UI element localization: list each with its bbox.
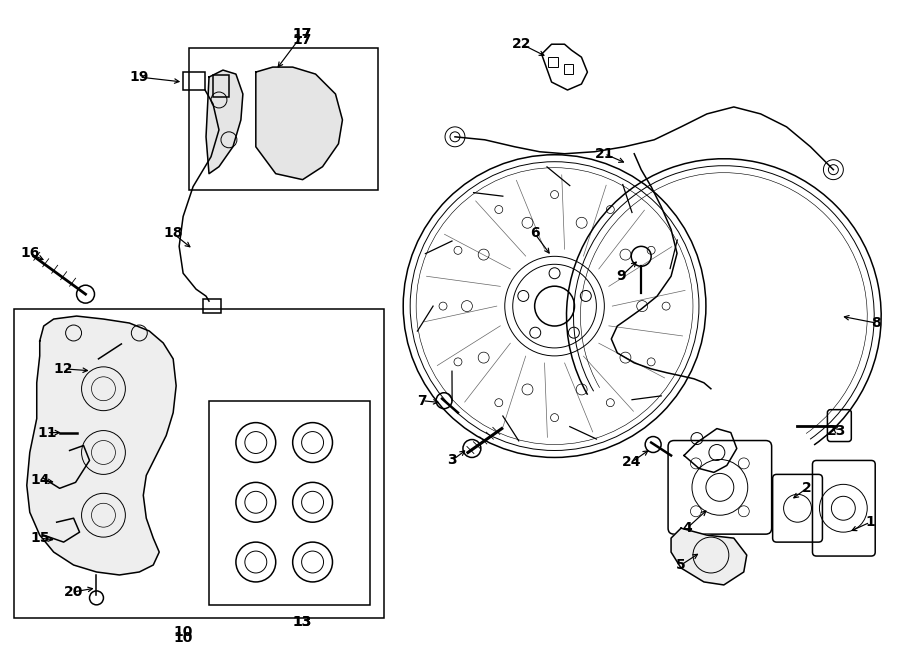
Bar bbox=[14, 309, 384, 618]
Text: 17: 17 bbox=[292, 33, 312, 47]
Bar bbox=[183, 72, 205, 90]
Polygon shape bbox=[27, 316, 176, 575]
Circle shape bbox=[607, 206, 615, 214]
Text: 22: 22 bbox=[512, 37, 531, 51]
Bar bbox=[189, 48, 378, 190]
Text: 2: 2 bbox=[802, 481, 812, 495]
Text: 16: 16 bbox=[20, 247, 40, 260]
Circle shape bbox=[647, 247, 655, 254]
Circle shape bbox=[535, 286, 574, 326]
Circle shape bbox=[522, 384, 533, 395]
Bar bbox=[209, 401, 370, 605]
Text: 24: 24 bbox=[622, 455, 641, 469]
Text: 11: 11 bbox=[37, 426, 57, 440]
Text: 10: 10 bbox=[174, 631, 193, 644]
Bar bbox=[547, 57, 557, 67]
Circle shape bbox=[522, 217, 533, 228]
Text: 15: 15 bbox=[30, 531, 50, 545]
Bar bbox=[203, 299, 221, 313]
Text: 9: 9 bbox=[616, 269, 626, 283]
Circle shape bbox=[569, 327, 580, 338]
Polygon shape bbox=[671, 528, 747, 585]
Text: 13: 13 bbox=[292, 615, 312, 629]
Circle shape bbox=[662, 302, 670, 310]
Circle shape bbox=[647, 358, 655, 366]
Bar bbox=[563, 64, 573, 74]
Text: 21: 21 bbox=[595, 147, 614, 161]
Circle shape bbox=[580, 290, 591, 301]
Text: 17: 17 bbox=[292, 27, 312, 41]
Text: 7: 7 bbox=[418, 394, 427, 408]
Text: 4: 4 bbox=[682, 521, 692, 535]
Circle shape bbox=[620, 352, 631, 363]
Text: 14: 14 bbox=[30, 473, 50, 487]
Circle shape bbox=[620, 249, 631, 260]
Polygon shape bbox=[206, 70, 243, 174]
Text: 3: 3 bbox=[447, 453, 457, 467]
Circle shape bbox=[478, 249, 489, 260]
Text: 5: 5 bbox=[676, 558, 686, 572]
Circle shape bbox=[462, 301, 472, 311]
Circle shape bbox=[454, 247, 462, 254]
Text: 10: 10 bbox=[174, 625, 193, 639]
Circle shape bbox=[576, 217, 587, 228]
Circle shape bbox=[551, 414, 559, 422]
Text: 1: 1 bbox=[866, 515, 875, 529]
Circle shape bbox=[607, 399, 615, 407]
Circle shape bbox=[495, 399, 503, 407]
Polygon shape bbox=[256, 67, 343, 180]
Text: 20: 20 bbox=[64, 585, 84, 599]
Bar bbox=[213, 75, 229, 97]
Text: 18: 18 bbox=[164, 227, 183, 241]
Circle shape bbox=[530, 327, 541, 338]
Text: 12: 12 bbox=[54, 362, 74, 376]
Circle shape bbox=[478, 352, 489, 363]
Circle shape bbox=[549, 268, 560, 279]
Text: 23: 23 bbox=[827, 424, 846, 438]
Text: 17: 17 bbox=[292, 27, 312, 41]
Text: 13: 13 bbox=[292, 615, 312, 629]
Text: 8: 8 bbox=[871, 316, 881, 330]
Circle shape bbox=[576, 384, 587, 395]
Circle shape bbox=[518, 290, 529, 301]
Text: 19: 19 bbox=[130, 70, 149, 84]
Circle shape bbox=[439, 302, 447, 310]
Text: 6: 6 bbox=[530, 227, 539, 241]
Circle shape bbox=[454, 358, 462, 366]
Circle shape bbox=[495, 206, 503, 214]
Circle shape bbox=[636, 301, 648, 311]
Circle shape bbox=[551, 190, 559, 198]
